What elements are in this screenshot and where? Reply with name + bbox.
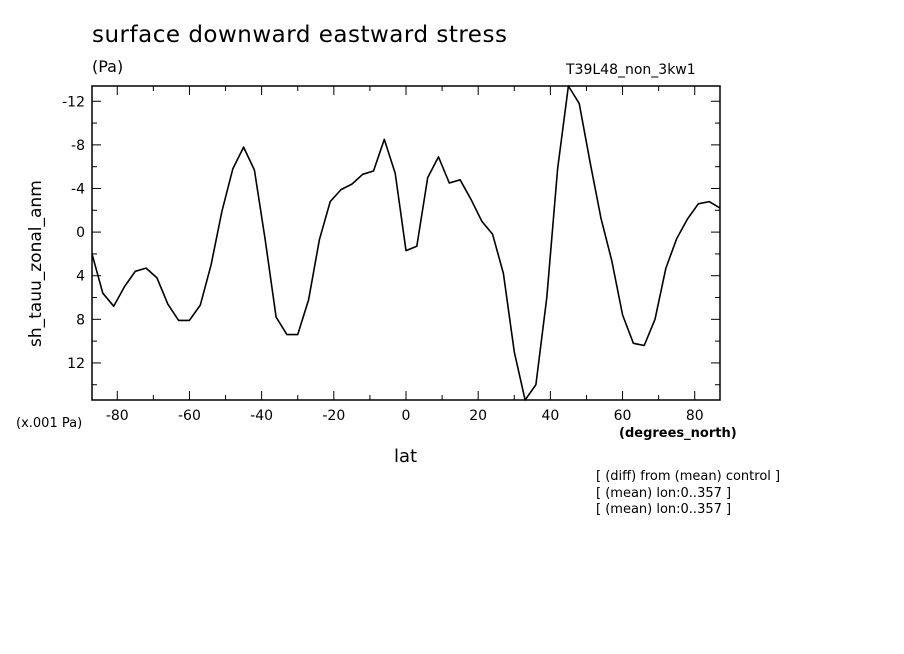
y-tick-label: -4 xyxy=(71,181,85,197)
note-line: [ (mean) lon:0..357 ] xyxy=(596,486,732,501)
chart-title: surface downward eastward stress xyxy=(92,22,508,48)
x-tick-label: 20 xyxy=(469,408,487,424)
chart-units: (Pa) xyxy=(92,57,124,76)
x-tick-label: 80 xyxy=(686,408,704,424)
y-tick-label: 12 xyxy=(67,356,85,372)
y-scale-note: (x.001 Pa) xyxy=(16,416,83,431)
series-line xyxy=(91,85,721,401)
x-tick-label: -40 xyxy=(250,408,273,424)
run-label: T39L48_non_3kw1 xyxy=(566,62,696,78)
x-tick-label: 40 xyxy=(541,408,559,424)
x-axis-label: lat xyxy=(394,446,418,467)
y-tick-label: 0 xyxy=(76,225,85,241)
x-tick-label: -20 xyxy=(322,408,345,424)
x-axis-ticks: -80 -60 -40 -20 0 20 40 60 80 xyxy=(106,86,704,424)
note-line: [ (diff) from (mean) control ] xyxy=(596,469,781,484)
series-layer xyxy=(91,85,721,401)
y-tick-label: 4 xyxy=(76,269,85,285)
note-line: [ (mean) lon:0..357 ] xyxy=(596,502,732,517)
x-tick-label: 60 xyxy=(614,408,632,424)
y-tick-label: 8 xyxy=(76,312,85,328)
y-axis-label: sh_tauu_zonal_anm xyxy=(26,180,46,347)
x-tick-label: -80 xyxy=(106,408,129,424)
y-tick-label: -12 xyxy=(62,94,85,110)
x-tick-label: -60 xyxy=(178,408,201,424)
plot-frame xyxy=(91,85,721,401)
x-tick-label: 0 xyxy=(402,408,411,424)
y-tick-label: -8 xyxy=(71,138,85,154)
x-axis-units: (degrees_north) xyxy=(619,426,737,441)
y-axis-ticks: -12 -8 -4 0 4 8 12 xyxy=(62,94,720,386)
